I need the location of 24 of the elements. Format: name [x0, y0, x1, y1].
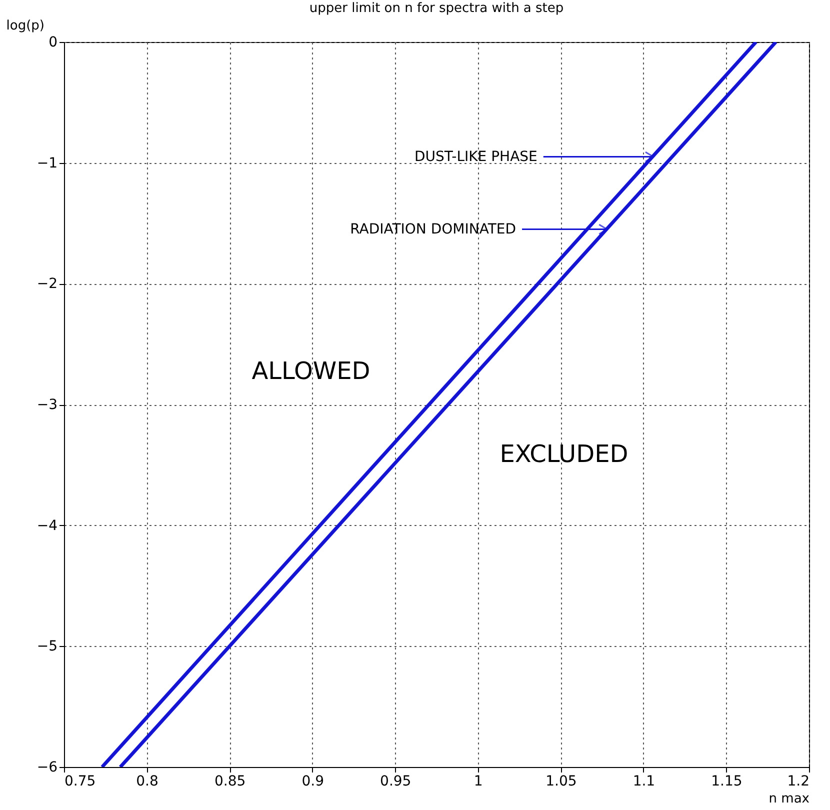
x-tick-label: 0.85: [214, 774, 246, 790]
y-tick-label: −1: [36, 155, 58, 172]
x-tick-label: 0.8: [136, 774, 158, 790]
x-tick-label: 1.15: [711, 774, 742, 790]
y-tick-label: −5: [36, 638, 58, 655]
x-tick-label: 0.9: [302, 774, 324, 790]
y-axis-title: log(p): [6, 18, 44, 34]
x-tick-label: 1.2: [787, 774, 810, 790]
annotation: RADIATION DOMINATED: [350, 221, 516, 238]
y-tick-label: −2: [36, 276, 58, 292]
y-tick-label: −4: [36, 518, 58, 534]
x-tick-label: 0.75: [64, 774, 96, 790]
x-tick-label: 1.1: [632, 774, 656, 790]
x-axis-title: n max: [768, 792, 810, 806]
annotation: EXCLUDED: [500, 440, 628, 468]
x-tick-label: 1: [474, 774, 483, 790]
chart-title: upper limit on n for spectra with a step: [309, 1, 564, 16]
y-tick-label: −3: [36, 397, 58, 413]
x-tick-label: 1.05: [546, 774, 577, 790]
annotation: DUST-LIKE PHASE: [414, 148, 538, 165]
y-tick-label: 0: [48, 34, 58, 50]
annotation: ALLOWED: [252, 357, 370, 385]
y-tick-label: −6: [36, 760, 58, 776]
x-tick-label: 0.95: [380, 774, 412, 790]
